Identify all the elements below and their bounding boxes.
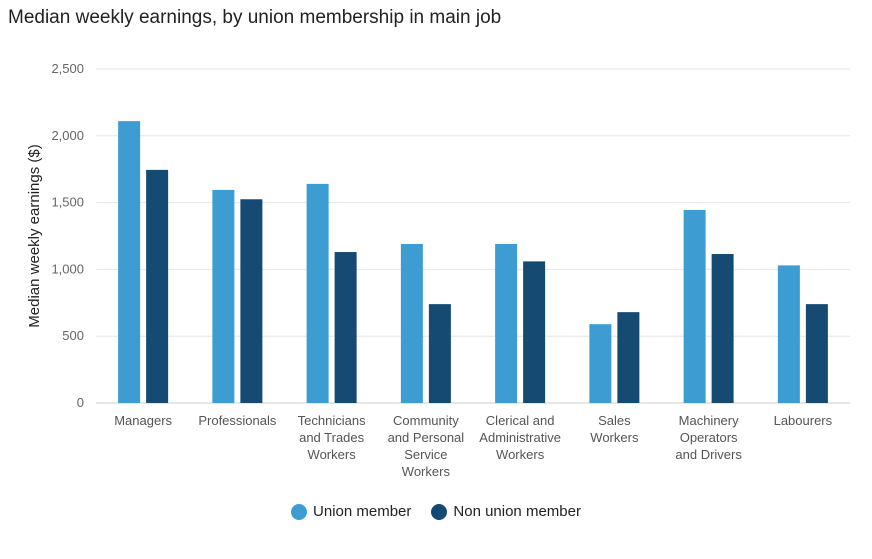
x-tick-label-line: Workers xyxy=(402,464,451,479)
x-tick-label-line: Operators xyxy=(680,430,738,445)
legend-item[interactable]: Non union member xyxy=(431,503,581,520)
x-tick-label: Technicians and Trades Workers xyxy=(298,413,366,462)
bar-non-union-member[interactable] xyxy=(428,304,451,403)
x-tick-label-line: Service xyxy=(404,447,447,462)
bar-non-union-member[interactable] xyxy=(711,254,734,403)
bar-union-member[interactable] xyxy=(118,121,141,403)
bar-union-member[interactable] xyxy=(495,244,518,403)
legend: Union member Non union member xyxy=(0,503,872,520)
x-tick-label-line: and Trades xyxy=(299,430,365,445)
bar-union-member[interactable] xyxy=(212,189,235,403)
x-tick-label-line: Sales xyxy=(598,413,631,428)
x-tick-label-line: Clerical and xyxy=(486,413,555,428)
x-tick-label-line: Managers xyxy=(114,413,172,428)
legend-item[interactable]: Union member xyxy=(291,503,411,520)
bar-non-union-member[interactable] xyxy=(334,252,357,403)
bar-non-union-member[interactable] xyxy=(146,169,169,403)
x-tick-label-line: Administrative xyxy=(479,430,561,445)
y-tick-label: 0 xyxy=(77,395,84,410)
y-axis-label: Median weekly earnings ($) xyxy=(26,144,43,327)
bar-chart: 0 500 1,000 1,500 2,000 2,500 Median weekly ea… xyxy=(26,61,850,479)
legend-swatch-icon xyxy=(431,503,448,520)
chart-title: Median weekly earnings, by union members… xyxy=(8,7,502,28)
x-tick-label-line: Technicians xyxy=(298,413,366,428)
bar-union-member[interactable] xyxy=(589,324,612,403)
legend-label: Union member xyxy=(313,503,412,520)
x-tick-label-line: Workers xyxy=(496,447,545,462)
y-tick-label: 2,500 xyxy=(51,61,84,76)
x-tick-label-line: Machinery xyxy=(679,413,739,428)
x-tick-label-line: and Drivers xyxy=(675,447,742,462)
x-tick-label: Machinery Operators and Drivers xyxy=(675,413,742,462)
bar-union-member[interactable] xyxy=(683,209,706,403)
x-tick-label-line: Community xyxy=(393,413,459,428)
bar-non-union-member[interactable] xyxy=(617,312,640,403)
x-tick-label-line: and Personal xyxy=(388,430,465,445)
x-tick-label-line: Labourers xyxy=(774,413,833,428)
bar-union-member[interactable] xyxy=(777,265,800,403)
x-tick-label: Clerical and Administrative Workers xyxy=(479,413,561,462)
y-tick-label: 2,000 xyxy=(51,128,84,143)
x-tick-label-line: Workers xyxy=(590,430,639,445)
x-tick-label: Labourers xyxy=(774,413,833,428)
bar-non-union-member[interactable] xyxy=(240,199,263,403)
y-tick-label: 1,500 xyxy=(51,195,84,210)
x-tick-label-line: Professionals xyxy=(198,413,277,428)
x-tick-label: Managers xyxy=(114,413,172,428)
x-tick-label: Sales Workers xyxy=(590,413,639,445)
bar-union-member[interactable] xyxy=(306,183,329,403)
legend-label: Non union member xyxy=(453,503,581,520)
x-tick-label-line: Workers xyxy=(308,447,357,462)
bar-non-union-member[interactable] xyxy=(523,261,546,403)
bar-union-member[interactable] xyxy=(400,244,423,403)
y-tick-label: 500 xyxy=(62,328,84,343)
x-tick-label: Professionals xyxy=(198,413,277,428)
x-tick-label: Community and Personal Service Workers xyxy=(388,413,465,479)
bar-non-union-member[interactable] xyxy=(805,304,828,403)
y-tick-label: 1,000 xyxy=(51,261,84,276)
legend-swatch-icon xyxy=(291,503,308,520)
